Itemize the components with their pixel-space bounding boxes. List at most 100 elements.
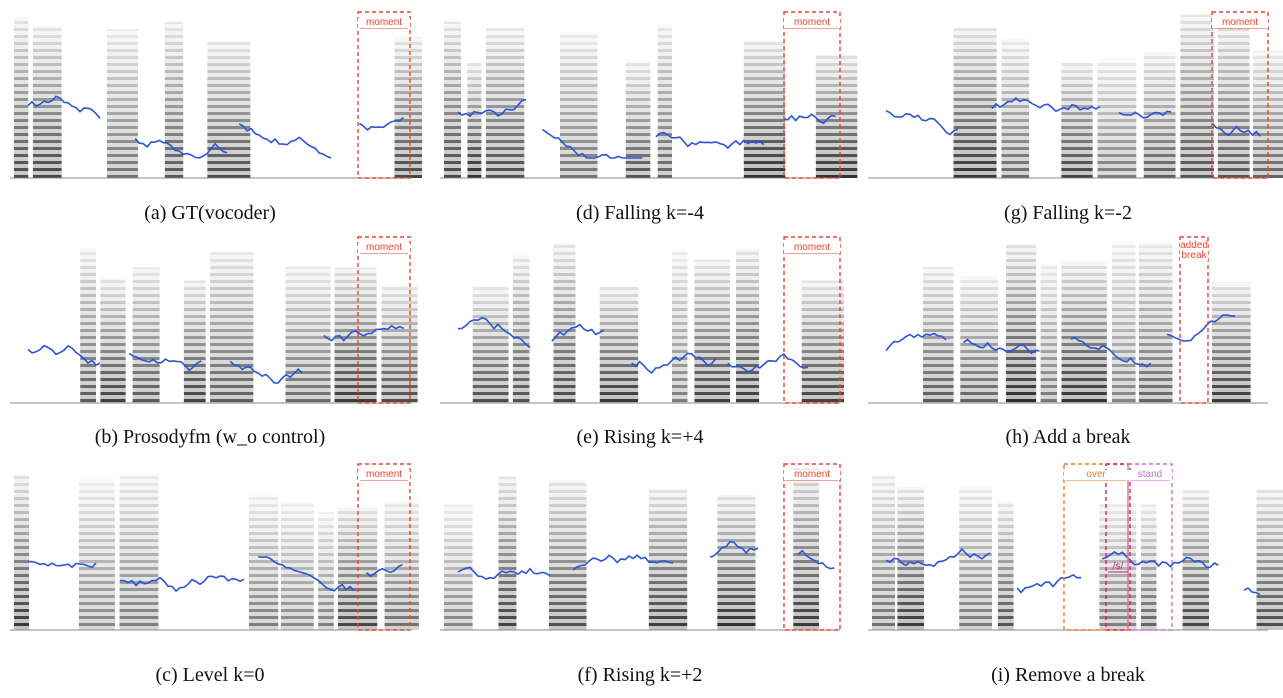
caption: (f) Rising k=+2 [577, 664, 703, 686]
caption: (c) Level k=0 [155, 664, 265, 686]
voiced-segment [1252, 50, 1283, 178]
pitch-contour [631, 352, 717, 375]
pitch-contour [229, 360, 303, 384]
voiced-segment [248, 494, 279, 630]
annotation-label: moment [1212, 18, 1268, 28]
pitch-contour [797, 549, 835, 570]
caption: (a) GT(vocoder) [144, 202, 276, 224]
voiced-segment [1001, 38, 1030, 179]
annotation-label: moment [784, 470, 840, 480]
voiced-segment [553, 242, 576, 403]
voiced-segment [1097, 58, 1137, 178]
spectrogram [440, 21, 858, 179]
pitch-contour [27, 560, 97, 569]
pitch-contour [727, 352, 809, 373]
pitch-contour [134, 138, 228, 159]
annotation-box [1179, 236, 1209, 404]
voiced-segment [1217, 18, 1250, 179]
spectrogram [10, 247, 418, 404]
voiced-segment [694, 259, 730, 403]
voiced-segment [815, 54, 858, 179]
voiced-segment [14, 475, 30, 630]
voiced-segment [559, 33, 598, 179]
annotation-label: added break [1180, 240, 1208, 261]
voiced-segment [164, 21, 184, 178]
pitch-contour [572, 554, 674, 571]
pitch-contour [365, 563, 403, 577]
annotation-box [783, 11, 841, 179]
caption: (b) Prosodyfm (w_o control) [94, 426, 326, 448]
voiced-segment [599, 286, 639, 403]
voiced-segment [897, 487, 925, 630]
voiced-segment [1005, 244, 1037, 403]
spectrogram [868, 241, 1268, 404]
voiced-segment [1182, 490, 1210, 630]
voiced-segment [280, 502, 314, 630]
voiced-segment [743, 41, 786, 179]
pitch-contour [457, 316, 531, 349]
pitch-contour [1211, 122, 1261, 137]
voiced-segment [394, 37, 423, 178]
voiced-segment [997, 501, 1014, 630]
annotation-label: over [1064, 470, 1128, 480]
voiced-segment [119, 474, 159, 630]
voiced-segment [183, 280, 206, 403]
pitch-contour [1118, 110, 1172, 119]
voiced-segment [959, 485, 993, 630]
spectrogram [10, 17, 423, 179]
voiced-segment [1143, 52, 1176, 179]
voiced-segment [132, 267, 160, 403]
caption: (e) Rising k=+4 [576, 426, 704, 448]
voiced-segment [1138, 241, 1173, 403]
voiced-segment [285, 266, 331, 403]
voiced-segment [1140, 504, 1157, 630]
pitch-contour [1243, 587, 1261, 596]
spectrogram [868, 14, 1283, 179]
pitch-contour [457, 98, 527, 118]
pitch-contour [238, 123, 332, 159]
voiced-segment [625, 60, 651, 178]
voiced-segment [318, 512, 334, 630]
voiced-segment [14, 17, 29, 178]
annotation-label: moment [358, 18, 410, 28]
voiced-segment [1061, 62, 1093, 178]
pitch-contour [128, 352, 202, 372]
pitch-contour [709, 540, 759, 558]
voiced-segment [1040, 264, 1058, 403]
voiced-segment [671, 251, 688, 403]
voiced-segment [1061, 261, 1107, 403]
voiced-segment [209, 251, 254, 403]
annotation-label: stand [1128, 470, 1172, 480]
pitch-contour [1102, 551, 1219, 569]
voiced-segment [717, 494, 756, 630]
pitch-contour [457, 566, 551, 580]
pitch-contour [655, 131, 765, 150]
annotation-box [357, 236, 411, 404]
spectrogram [868, 475, 1283, 631]
annotation-box [357, 11, 411, 179]
voiced-segment [960, 275, 998, 403]
pitch-contour [1166, 314, 1236, 342]
annotation-box [783, 236, 841, 404]
pitch-contour [323, 324, 405, 342]
pitch-contour [783, 113, 836, 125]
voiced-segment [467, 62, 482, 179]
pitch-contour [885, 332, 947, 352]
voiced-segment [334, 267, 377, 403]
pitch-contour [551, 323, 605, 342]
caption: (g) Falling k=-2 [1004, 202, 1132, 224]
pitch-contour [359, 116, 405, 131]
pitch-contour [1016, 573, 1082, 594]
voiced-segment [793, 466, 820, 630]
pitch-contour [885, 110, 959, 136]
voiced-segment [512, 255, 530, 403]
annotation-box [783, 463, 841, 631]
annotation-label: moment [358, 243, 410, 253]
caption: (i) Remove a break [991, 664, 1145, 686]
voiced-segment [872, 475, 896, 630]
voiced-segment [78, 478, 115, 630]
voiced-segment [498, 476, 517, 630]
voiced-segment [80, 247, 97, 403]
